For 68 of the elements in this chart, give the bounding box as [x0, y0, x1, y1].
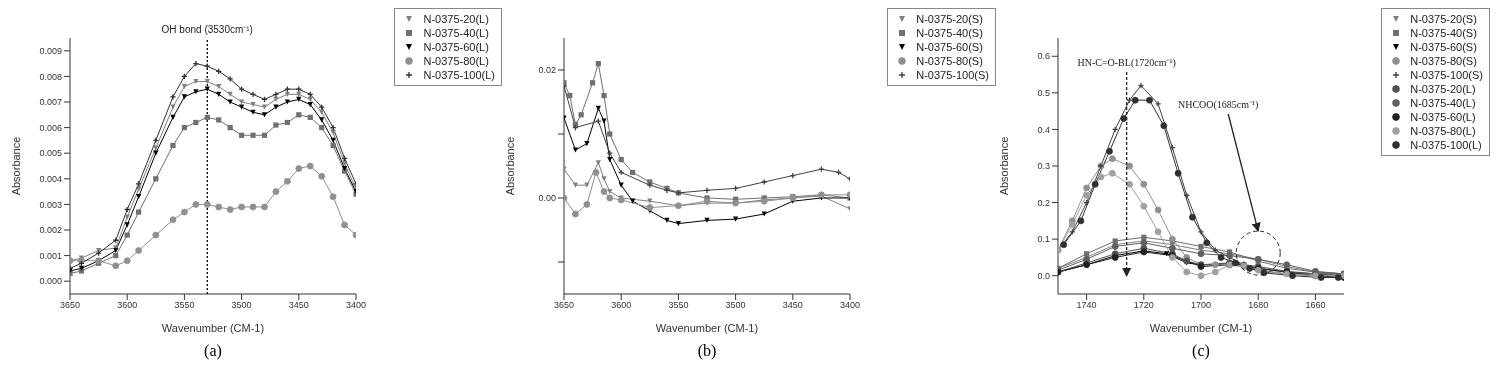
- x-tick-label: 1660: [1305, 300, 1326, 311]
- x-tick-label: 3650: [59, 300, 81, 311]
- legend-label: N-0375-20(L): [423, 13, 489, 25]
- y-tick-label: 0.008: [39, 71, 62, 82]
- y-tick-label: 0.2: [1037, 197, 1050, 208]
- y-tick-label: 0.006: [39, 122, 62, 133]
- x-tick-label: 3500: [725, 300, 746, 311]
- y-axis-title: Absorbance: [997, 136, 1010, 196]
- x-axis-title: Wavenumber (CM-1): [655, 322, 759, 334]
- legend-label: N-0375-60(L): [423, 41, 489, 53]
- legend-label: N-0375-40(S): [1410, 27, 1477, 39]
- y-tick-label: 0.0: [1037, 270, 1050, 281]
- x-tick-label: 3450: [288, 300, 309, 311]
- x-tick-label: 3400: [345, 300, 367, 311]
- y-tick-label: 0.1: [1037, 234, 1050, 245]
- y-tick-label: 0.02: [538, 65, 556, 76]
- x-tick-label: 1700: [1190, 300, 1212, 311]
- legend-label: N-0375-40(S): [916, 27, 983, 39]
- annotation: NHCOO(1685cm⁻¹): [1177, 99, 1259, 111]
- y-tick-label: 0.004: [39, 174, 62, 184]
- legend-label: N-0375-40(L): [1410, 97, 1476, 109]
- y-tick-label: 0.007: [39, 97, 62, 108]
- legend-label: N-0375-40(L): [423, 27, 489, 39]
- legend-label: N-0375-60(S): [1410, 41, 1477, 53]
- y-tick-label: 0.005: [39, 148, 62, 159]
- x-axis-title: Wavenumber (CM-1): [161, 322, 265, 334]
- legend-label: N-0375-80(S): [1410, 55, 1477, 67]
- legend-label: N-0375-100(S): [1410, 69, 1483, 81]
- ref-line-label: OH bond (3530cm⁻¹): [161, 24, 253, 35]
- x-tick-label: 3600: [611, 300, 632, 311]
- x-tick-label: 3500: [231, 300, 252, 311]
- y-axis-title: Absorbance: [503, 136, 516, 196]
- x-tick-label: 3400: [839, 300, 861, 311]
- y-axis-title: Absorbance: [9, 136, 22, 196]
- text: (c): [1191, 342, 1211, 360]
- legend-label: N-0375-80(L): [423, 55, 489, 67]
- text: (b): [696, 342, 718, 360]
- x-tick-label: 3550: [174, 300, 195, 311]
- legend-label: N-0375-100(L): [423, 69, 495, 81]
- y-tick-label: 0.6: [1037, 51, 1050, 62]
- y-tick-label: 0.000: [39, 276, 62, 287]
- y-tick-label: 0.001: [39, 250, 62, 261]
- legend-label: N-0375-80(S): [916, 55, 983, 67]
- y-tick-label: 0.003: [39, 199, 62, 210]
- legend-label: N-0375-80(L): [1410, 125, 1476, 137]
- x-tick-label: 3600: [117, 300, 138, 311]
- y-tick-label: 0.00: [538, 193, 556, 204]
- y-tick-label: 0.5: [1037, 88, 1050, 99]
- legend-label: N-0375-100(L): [1410, 139, 1482, 151]
- x-tick-label: 3450: [782, 300, 803, 311]
- legend-label: N-0375-20(S): [1410, 13, 1477, 25]
- y-tick-label: 0.009: [39, 45, 62, 56]
- text: (a): [203, 342, 223, 360]
- legend-label: N-0375-20(L): [1410, 83, 1476, 95]
- x-tick-label: 3550: [668, 300, 689, 311]
- x-tick-label: 3650: [553, 300, 575, 311]
- legend-label: N-0375-60(L): [1410, 111, 1476, 123]
- legend-label: N-0375-100(S): [916, 69, 989, 81]
- y-tick-label: 0.002: [39, 225, 62, 236]
- legend-label: N-0375-20(S): [916, 13, 983, 25]
- y-tick-label: 0.3: [1037, 161, 1050, 172]
- x-tick-label: 1680: [1248, 300, 1269, 311]
- x-axis-title: Wavenumber (CM-1): [1149, 322, 1253, 334]
- x-tick-label: 1740: [1076, 300, 1097, 311]
- y-tick-label: 0.4: [1037, 124, 1050, 135]
- annotation: HN-C=O-BL(1720cm⁻¹): [1077, 57, 1176, 69]
- x-tick-label: 1720: [1133, 300, 1154, 311]
- legend-label: N-0375-60(S): [916, 41, 983, 53]
